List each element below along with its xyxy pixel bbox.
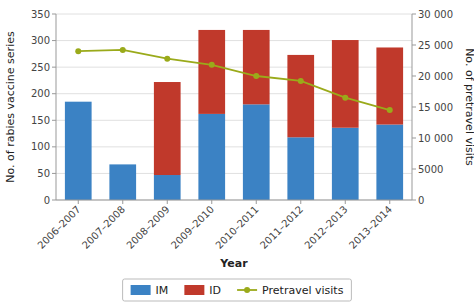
y2-tick — [412, 45, 416, 46]
y2-axis-title: No. of pretravel visits — [463, 48, 474, 166]
y2-tick — [412, 14, 416, 15]
x-tick — [211, 200, 212, 204]
x-tick — [389, 200, 390, 204]
line-marker — [342, 95, 348, 101]
y2-tick-label: 5000 — [418, 164, 443, 175]
y-tick — [52, 173, 56, 174]
bar — [198, 114, 225, 200]
grid — [56, 14, 412, 200]
y2-tick-label: 0 — [418, 195, 424, 206]
x-tick — [122, 200, 123, 204]
bar — [109, 164, 136, 165]
y2-tick-label: 15 000 — [418, 102, 453, 113]
bar — [376, 125, 403, 200]
y-axis-title: No. of rabies vaccine series — [4, 31, 17, 183]
y-tick — [52, 14, 56, 15]
line-marker — [164, 56, 170, 62]
y2-tick — [412, 138, 416, 139]
bar — [287, 137, 314, 200]
x-tick-label: 2008–2009 — [124, 204, 171, 251]
line-marker — [75, 48, 81, 54]
y2-tick-label: 25 000 — [418, 40, 453, 51]
legend-item: ID — [184, 284, 221, 297]
y-tick-label: 0 — [44, 195, 50, 206]
y-tick-label: 100 — [31, 141, 50, 152]
x-axis-line — [56, 200, 412, 201]
y2-tick-label: 10 000 — [418, 133, 453, 144]
y-tick — [52, 120, 56, 121]
y-tick-label: 200 — [31, 88, 50, 99]
y2-tick — [412, 107, 416, 108]
line-marker — [387, 107, 393, 113]
y2-tick — [412, 169, 416, 170]
x-tick-label: 2006–2007 — [35, 204, 82, 251]
legend-item: Pretravel visits — [237, 284, 344, 297]
bar — [198, 30, 225, 114]
y2-tick-label: 30 000 — [418, 9, 453, 20]
x-tick — [78, 200, 79, 204]
grid-line — [56, 200, 412, 201]
legend-label: IM — [156, 284, 169, 297]
y-tick — [52, 67, 56, 68]
legend-swatch — [184, 285, 204, 295]
bar — [154, 175, 181, 200]
y-tick-label: 250 — [31, 62, 50, 73]
y-tick — [52, 40, 56, 41]
bar — [332, 40, 359, 128]
y-tick-label: 350 — [31, 9, 50, 20]
line-marker — [298, 78, 304, 84]
y2-tick — [412, 200, 416, 201]
line-marker — [120, 47, 126, 53]
line-marker — [253, 73, 259, 79]
legend: IM ID Pretravel visits — [123, 279, 352, 301]
bar — [154, 82, 181, 175]
bar — [65, 102, 92, 200]
bar — [243, 30, 270, 104]
y-tick — [52, 146, 56, 147]
legend-label: Pretravel visits — [262, 284, 344, 297]
bar — [376, 47, 403, 124]
x-tick-label: 2011–2012 — [258, 204, 305, 251]
legend-item: IM — [131, 284, 169, 297]
marks — [65, 30, 403, 200]
y2-tick-label: 20 000 — [418, 71, 453, 82]
x-axis-title: Year — [219, 257, 248, 270]
x-tick — [345, 200, 346, 204]
x-tick-label: 2012–2013 — [302, 204, 349, 251]
legend-label: ID — [209, 284, 221, 297]
y-axis-line — [56, 14, 57, 200]
legend-swatch — [131, 285, 151, 295]
axes: 0 50 100 150 200 250 300 350 0 5000 10 000 15 000 20… — [31, 9, 453, 251]
y-tick-label: 50 — [37, 168, 50, 179]
bar — [109, 164, 136, 200]
y-tick — [52, 93, 56, 94]
bar — [332, 128, 359, 200]
line-marker — [209, 62, 215, 68]
y-tick-label: 300 — [31, 35, 50, 46]
legend-marker — [244, 287, 250, 293]
x-tick-label: 2013–2014 — [347, 204, 394, 251]
grid-line — [56, 14, 412, 15]
x-tick-label: 2010–2011 — [213, 204, 260, 251]
x-tick-label: 2009–2010 — [169, 204, 216, 251]
y2-tick — [412, 76, 416, 77]
chart: 0 50 100 150 200 250 300 350 0 5000 10 000 15 000 20… — [0, 0, 474, 305]
x-tick — [300, 200, 301, 204]
x-tick — [256, 200, 257, 204]
bar — [243, 104, 270, 200]
x-tick-label: 2007–2008 — [80, 204, 127, 251]
line — [78, 50, 390, 110]
y-tick — [52, 200, 56, 201]
bar — [65, 101, 92, 102]
x-tick — [167, 200, 168, 204]
legend-box — [123, 279, 352, 301]
y-tick-label: 150 — [31, 115, 50, 126]
bar — [287, 55, 314, 137]
